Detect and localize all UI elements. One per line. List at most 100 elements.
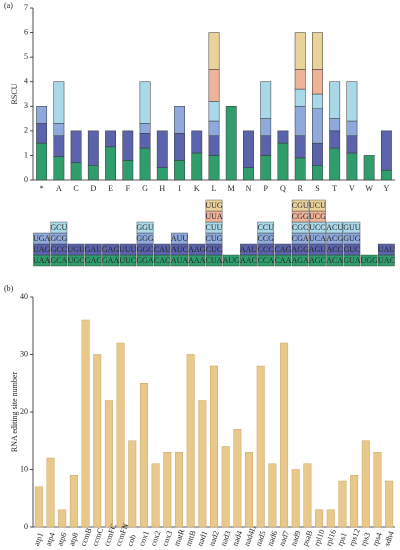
bar [233, 429, 242, 528]
codon-label: UGG [360, 256, 378, 265]
codon-label: UUU [119, 245, 137, 254]
y-tick-label: 0 [24, 522, 28, 531]
y-tick-label: 1 [24, 150, 28, 159]
y-tick-label: 20 [20, 407, 28, 416]
codon-label: AGU [309, 245, 327, 254]
bar [81, 319, 90, 528]
bar [93, 354, 102, 528]
bar-segment [294, 157, 306, 181]
bar-segment [346, 135, 358, 154]
panel-label: (b) [4, 284, 14, 293]
bar-segment [243, 167, 254, 181]
codon-label: GUA [343, 256, 361, 265]
codon-box [188, 243, 206, 256]
codon-box [67, 243, 85, 256]
bar-segment [174, 160, 185, 181]
codon-label: AAU [240, 245, 258, 254]
codon-label: GCG [50, 234, 67, 243]
x-tick-label: * [40, 184, 44, 193]
bar [350, 475, 359, 528]
bar-segment [208, 135, 220, 156]
bar-segment [329, 130, 341, 149]
x-tick-label: atp1 [32, 531, 45, 547]
codon-box [343, 221, 361, 234]
codon-label: CUA [206, 256, 223, 265]
bar-segment [329, 147, 341, 181]
codon-label: GCU [50, 223, 67, 232]
bar-segment [380, 169, 392, 181]
bar [338, 480, 347, 528]
bar-segment [139, 81, 151, 124]
bar-segment [312, 142, 323, 166]
codon-box [171, 232, 188, 245]
codon-label: UCU [309, 201, 326, 210]
bar [46, 457, 55, 528]
bar-segment [346, 81, 358, 122]
x-tick-label: R [298, 184, 304, 193]
y-tick-label: 5 [24, 52, 28, 61]
bar [280, 342, 289, 528]
codon-box [240, 243, 257, 256]
codon-box [326, 221, 343, 234]
codon-label: CAA [275, 256, 292, 265]
bar-segment [294, 106, 306, 137]
x-tick-label: A [56, 184, 62, 193]
x-tick-label: rps4 [371, 531, 384, 547]
bar [116, 342, 125, 528]
codon-box [153, 243, 171, 256]
x-tick-label: S [315, 184, 319, 193]
codon-box [378, 243, 395, 256]
codon-label: ACU [326, 223, 343, 232]
x-tick-label: T [332, 184, 337, 193]
x-tick-label: H [159, 184, 165, 193]
y-tick-label: 10 [20, 464, 28, 473]
codon-label: GAG [102, 245, 120, 254]
x-tick-label: L [212, 184, 217, 193]
codon-box [360, 254, 378, 267]
y-tick-label: 6 [24, 27, 28, 36]
x-tick-label: K [194, 184, 200, 193]
bar-segment [312, 32, 323, 70]
x-tick-label: Q [280, 184, 286, 193]
x-tick-label: sdh4 [382, 530, 396, 547]
bar-segment [174, 133, 185, 161]
bar-segment [363, 155, 375, 181]
x-tick-label: F [126, 184, 131, 193]
bar [58, 509, 67, 528]
bar [373, 452, 382, 528]
bar-segment [36, 123, 48, 144]
bar-segment [329, 118, 341, 132]
codon-label: ACC [326, 245, 342, 254]
bar [245, 452, 254, 528]
bar-segment [208, 69, 220, 102]
codon-box [291, 199, 309, 212]
bar-segment [105, 130, 116, 148]
codon-label: UAC [378, 256, 395, 265]
codon-label: UGU [67, 245, 85, 254]
bar-segment [156, 130, 168, 168]
codon-label: GUG [343, 234, 361, 243]
bar [163, 452, 172, 528]
bar-segment [174, 106, 185, 134]
bar-segment [36, 142, 48, 181]
bar [151, 463, 160, 528]
bar [198, 400, 207, 528]
y-tick-label: 4 [24, 77, 28, 86]
bar-segment [191, 130, 203, 154]
bar [268, 463, 277, 528]
bar-segment [105, 146, 116, 181]
codon-box [222, 254, 240, 267]
bar [315, 509, 324, 528]
codon-label: CCG [257, 234, 274, 243]
bar-segment [277, 130, 289, 144]
bar [34, 486, 43, 528]
codon-label: CAC [154, 256, 170, 265]
bar-segment [139, 133, 151, 149]
codon-label: GAC [85, 256, 102, 265]
bar-segment [294, 32, 306, 70]
bar-segment [260, 118, 272, 137]
codon-label: CGG [292, 212, 309, 221]
codon-label: GGU [136, 223, 154, 232]
codon-label: ACG [326, 234, 343, 243]
bar [210, 365, 218, 528]
